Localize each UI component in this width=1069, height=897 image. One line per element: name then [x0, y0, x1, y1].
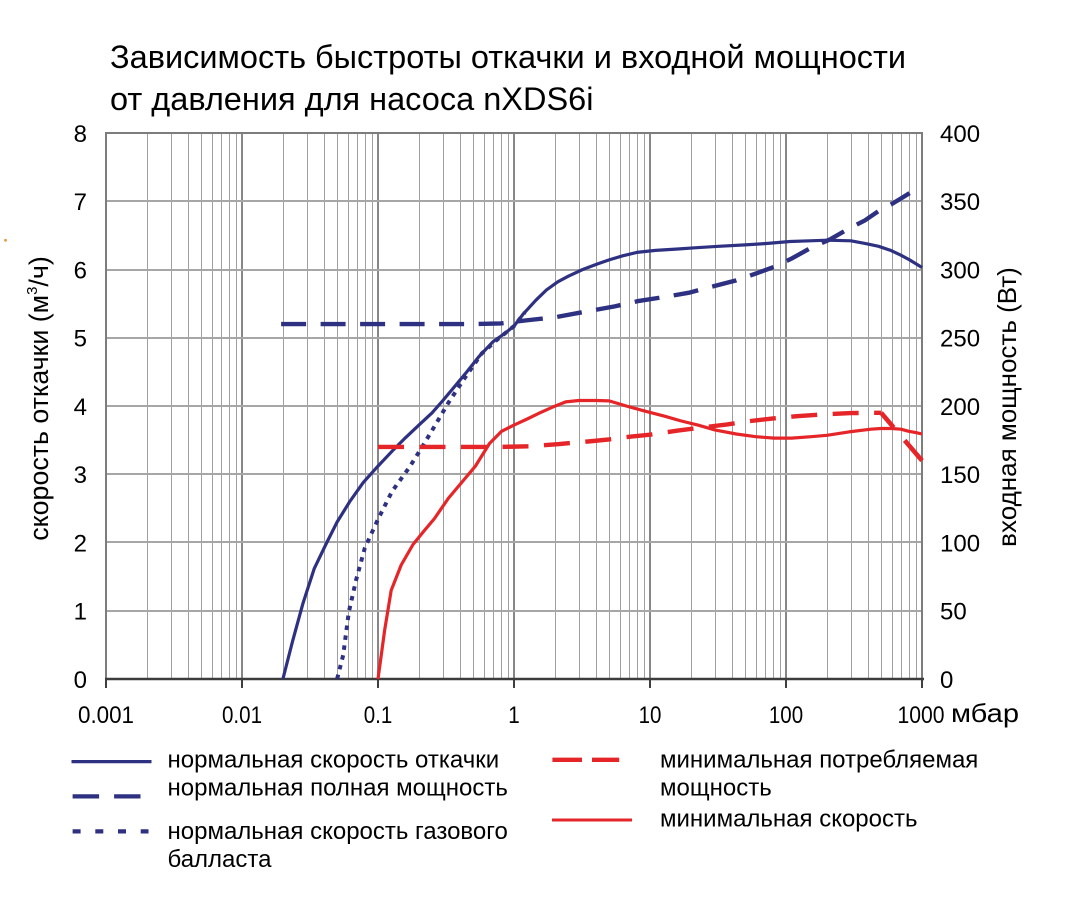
- svg-text:мбар: мбар: [951, 698, 1019, 728]
- svg-text:1000: 1000: [898, 702, 945, 729]
- svg-text:минимальная скорость: минимальная скорость: [660, 806, 918, 833]
- svg-text:балласта: балласта: [168, 846, 273, 873]
- svg-text:нормальная полная мощность: нормальная полная мощность: [168, 775, 508, 802]
- svg-text:минимальная потребляемая: минимальная потребляемая: [660, 747, 978, 774]
- svg-text:50: 50: [940, 599, 967, 626]
- svg-text:0: 0: [74, 667, 87, 694]
- svg-text:0: 0: [940, 667, 953, 694]
- svg-text:100: 100: [769, 702, 803, 729]
- svg-text:400: 400: [940, 121, 980, 148]
- svg-text:0.001: 0.001: [78, 702, 134, 729]
- svg-text:3: 3: [74, 462, 87, 489]
- svg-text:250: 250: [940, 326, 980, 353]
- svg-text:4: 4: [74, 394, 87, 421]
- svg-text:100: 100: [940, 530, 980, 557]
- svg-text:350: 350: [940, 189, 980, 216]
- svg-text:7: 7: [74, 189, 87, 216]
- svg-text:нормальная скорость газового: нормальная скорость газового: [168, 818, 508, 845]
- svg-text:от давления для насоса nXDS6i: от давления для насоса nXDS6i: [110, 81, 593, 117]
- svg-text:150: 150: [940, 462, 980, 489]
- svg-text:6: 6: [74, 257, 87, 284]
- svg-text:1: 1: [508, 702, 520, 729]
- svg-text:мощность: мощность: [660, 775, 772, 802]
- svg-text:200: 200: [940, 394, 980, 421]
- svg-text:1: 1: [74, 599, 87, 626]
- svg-text:0.01: 0.01: [222, 702, 262, 729]
- svg-text:нормальная скорость откачки: нормальная скорость откачки: [168, 747, 500, 774]
- svg-text:Зависимость быстроты откачки и: Зависимость быстроты откачки и входной м…: [110, 39, 906, 75]
- svg-text:0.1: 0.1: [364, 702, 393, 729]
- svg-text:8: 8: [74, 121, 87, 148]
- svg-text:10: 10: [639, 702, 662, 729]
- svg-text:входная мощность (Вт): входная мощность (Вт): [992, 267, 1022, 547]
- svg-text:2: 2: [74, 530, 87, 557]
- svg-text:5: 5: [74, 326, 87, 353]
- svg-text:300: 300: [940, 257, 980, 284]
- svg-text:скорость откачки (м3/ч): скорость откачки (м3/ч): [24, 256, 54, 541]
